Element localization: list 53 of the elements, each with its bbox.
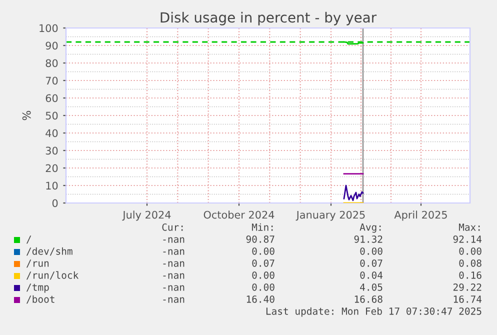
- x-tick-label: October 2024: [204, 210, 274, 219]
- text: 4.05: [360, 283, 382, 291]
- legend-label: /tmp: [26, 284, 49, 293]
- y-tick-label: 50: [46, 112, 58, 120]
- text: 16.40: [246, 295, 274, 303]
- x-tick-label: April 2025: [394, 210, 447, 221]
- text: 0.04: [360, 271, 383, 279]
- text: Cur:: [162, 223, 183, 231]
- text: 90.87: [246, 235, 274, 243]
- text: 0.00: [252, 247, 274, 255]
- y-tick-label: 100: [40, 24, 58, 32]
- y-tick-label: 70: [46, 76, 58, 85]
- y-tick-label: 40: [46, 129, 58, 138]
- text: -nan: [163, 261, 184, 267]
- text: Avg:: [360, 224, 381, 233]
- text: -nan: [163, 249, 184, 255]
- y-tick-label: 90: [46, 42, 58, 50]
- chart-title: Disk usage in percent - by year: [160, 12, 377, 26]
- text: -nan: [163, 297, 184, 303]
- text: 0.07: [360, 259, 382, 267]
- line-series: [343, 184, 364, 202]
- x-tick-label: January 2025: [296, 210, 365, 221]
- legend-label: /boot: [26, 295, 54, 304]
- y-axis-title: %: [22, 110, 31, 120]
- legend-label: /: [26, 236, 32, 244]
- legend-label: /dev/shm: [26, 247, 72, 256]
- text: Last update: Mon Feb 17 07:30:47 2025: [266, 307, 482, 317]
- y-tick-label: 0: [52, 199, 58, 208]
- text: Min:: [252, 223, 273, 231]
- text: 91.32: [354, 235, 382, 243]
- text: -nan: [163, 285, 184, 291]
- y-tick-label: 80: [46, 59, 58, 68]
- text: 0.00: [252, 271, 274, 279]
- text: 16.74: [454, 295, 482, 303]
- text: -nan: [163, 237, 184, 243]
- text: 0.00: [360, 247, 382, 255]
- text: 0.00: [252, 283, 274, 291]
- text: 92.14: [453, 235, 482, 243]
- text: 0.08: [459, 259, 482, 267]
- legend-label: /run: [26, 260, 49, 268]
- text: 0.16: [459, 271, 482, 279]
- legend-label: /run/lock: [26, 271, 79, 280]
- text: 0.07: [252, 259, 274, 267]
- text: Max:: [458, 224, 480, 231]
- x-tick-label: July 2024: [122, 210, 171, 221]
- text: -nan: [163, 273, 184, 279]
- y-tick-label: 30: [46, 146, 58, 155]
- y-tick-label: 20: [46, 164, 58, 172]
- text: 0.00: [459, 247, 482, 255]
- y-tick-label: 10: [46, 182, 58, 190]
- y-tick-label: 60: [46, 94, 58, 102]
- text: 29.22: [453, 283, 482, 291]
- text: 16.68: [354, 295, 382, 303]
